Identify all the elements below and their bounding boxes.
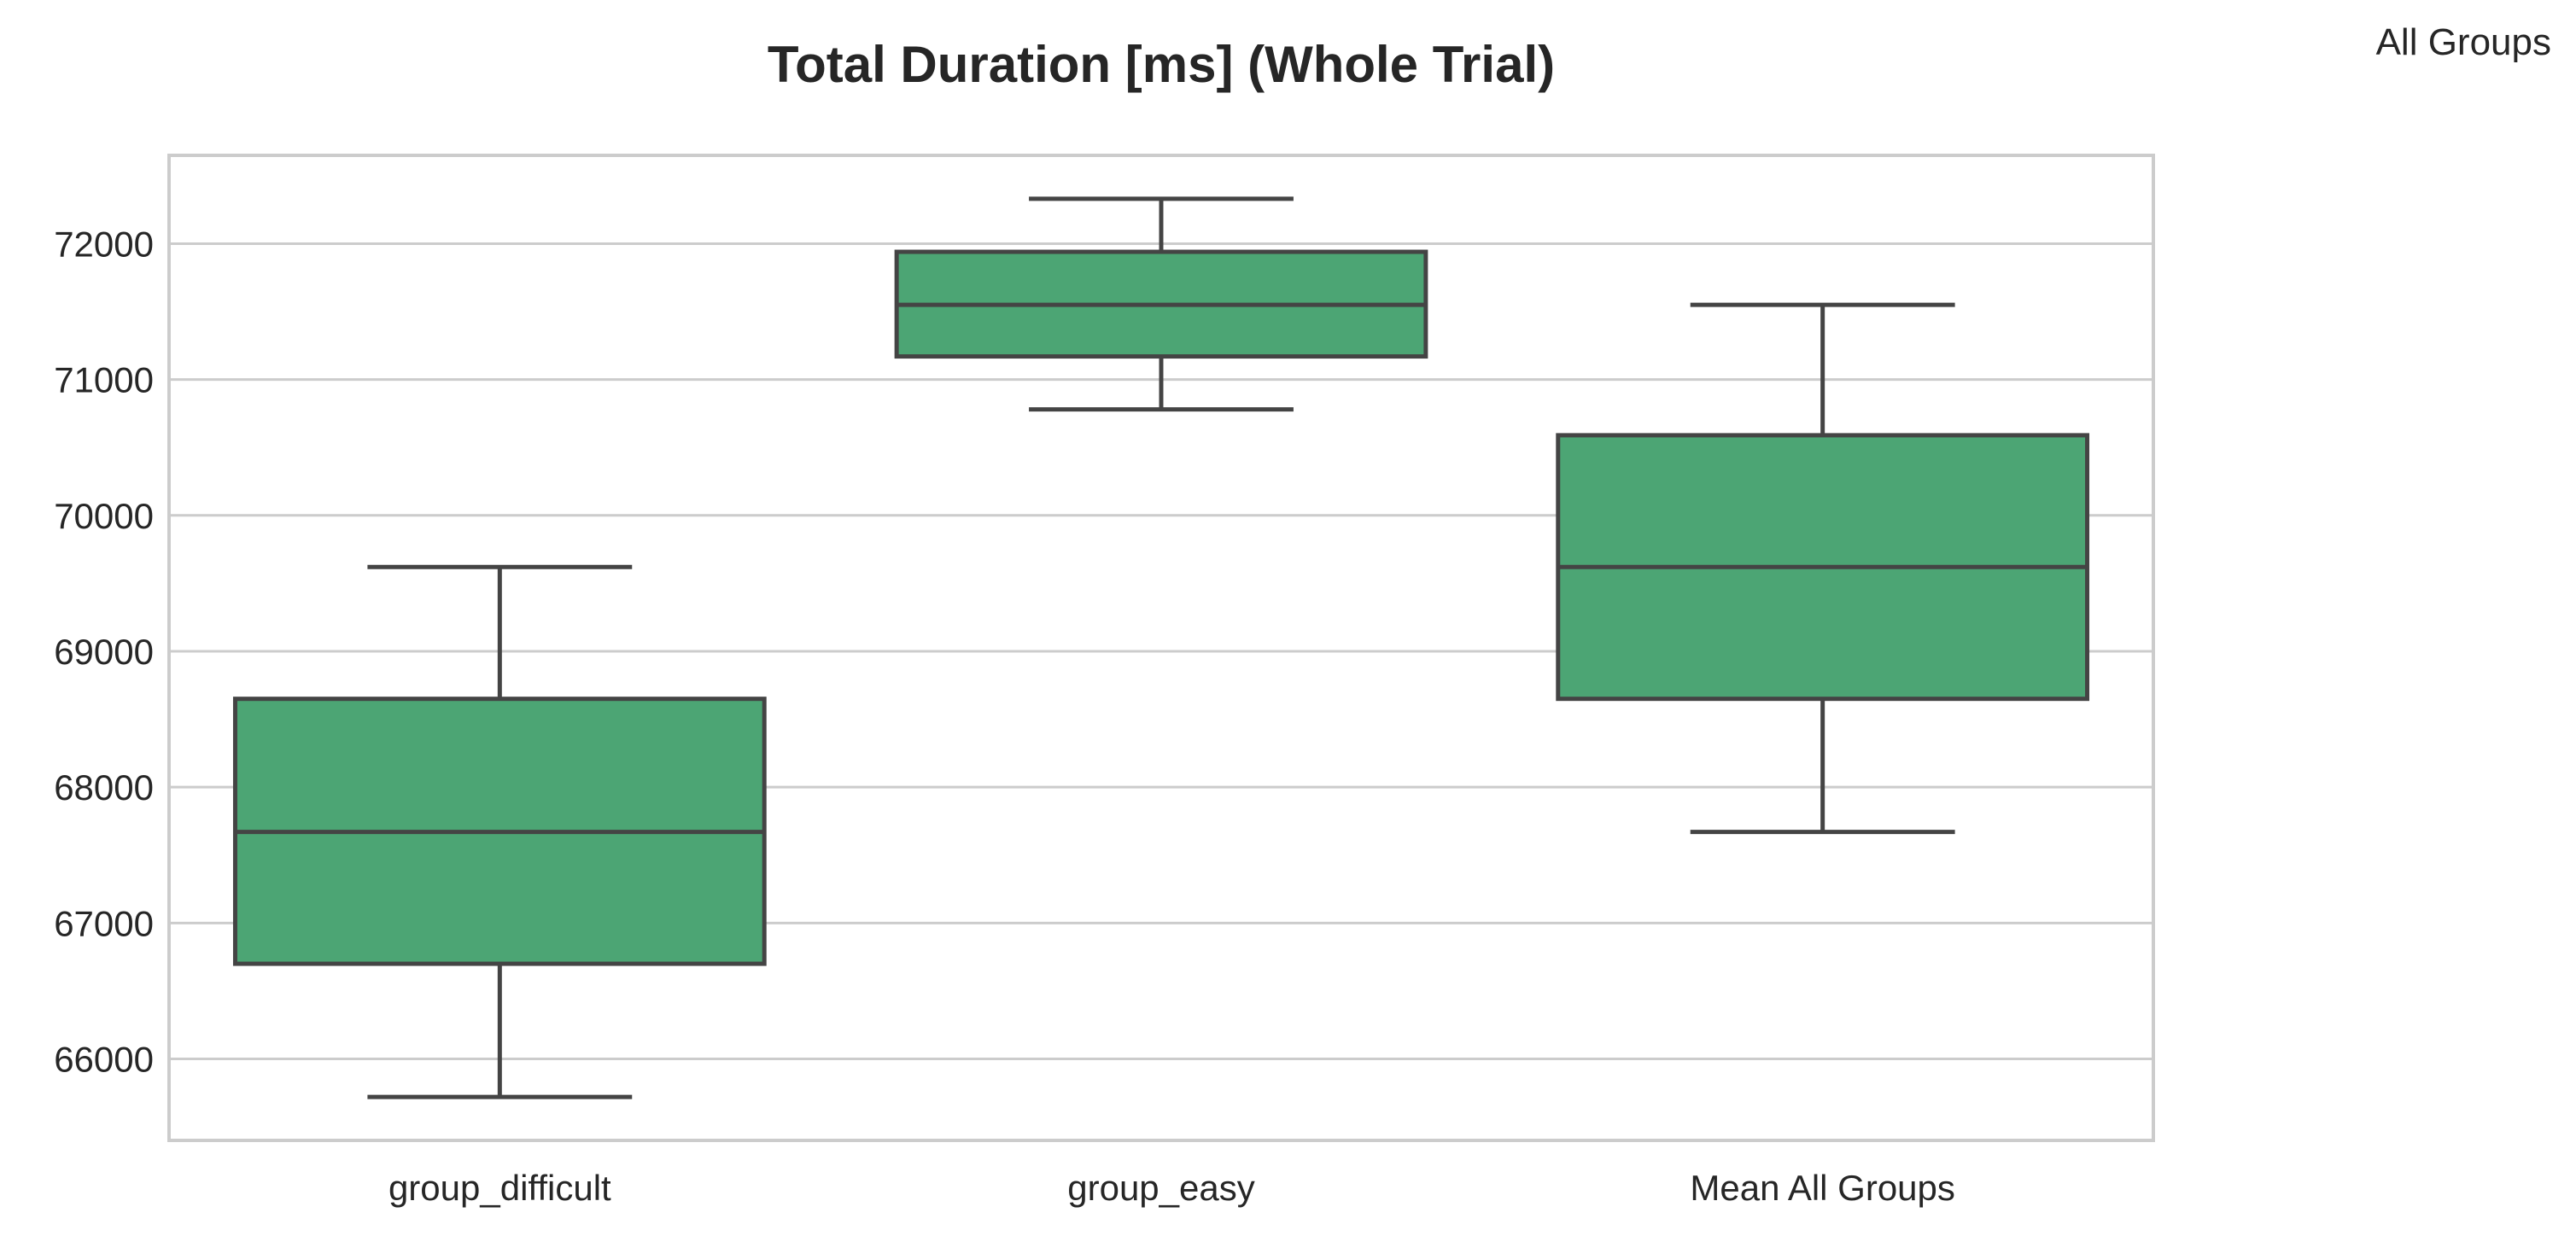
y-tick-label-69000: 69000 <box>54 632 154 672</box>
legend-title: All Groups <box>2376 21 2551 63</box>
chart-title: Total Duration [ms] (Whole Trial) <box>768 36 1555 93</box>
x-axis-category-labels: group_difficult group_easy Mean All Groups <box>388 1168 1955 1208</box>
box-group-difficult <box>232 564 767 1099</box>
y-tick-label-68000: 68000 <box>54 767 154 807</box>
y-tick-label-70000: 70000 <box>54 496 154 536</box>
x-tick-label-group-easy: group_easy <box>1067 1168 1255 1208</box>
y-axis-tick-labels: 66000 67000 68000 69000 70000 71000 72000 <box>54 224 154 1079</box>
box-mean-all-groups <box>1556 302 2090 835</box>
y-tick-label-72000: 72000 <box>54 224 154 264</box>
box-group-easy <box>894 196 1428 412</box>
x-tick-label-group-difficult: group_difficult <box>388 1168 611 1208</box>
y-tick-label-66000: 66000 <box>54 1039 154 1079</box>
y-tick-label-71000: 71000 <box>54 360 154 400</box>
x-tick-label-mean-all-groups: Mean All Groups <box>1690 1168 1955 1208</box>
boxes <box>232 196 2090 1099</box>
y-tick-label-67000: 67000 <box>54 903 154 943</box>
plot-frame <box>167 154 2155 1142</box>
